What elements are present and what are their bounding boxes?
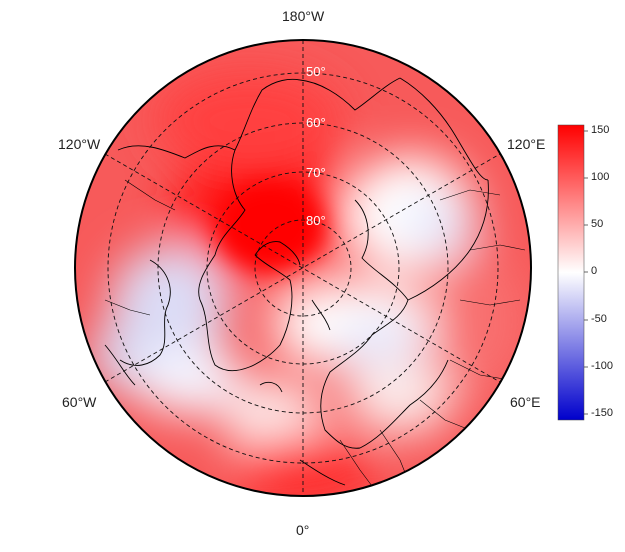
longitude-label-upper-right: 120°E [507,136,546,152]
longitude-label-lower-right: 60°E [510,394,541,410]
longitude-label-upper-left: 120°W [58,136,101,152]
longitude-label-top: 180°W [282,8,325,24]
colorbar-tick-minus-150: -150 [591,407,614,419]
anomaly-field [75,40,531,496]
colorbar-gradient [558,125,584,420]
latitude-label-60: 60° [306,115,326,130]
latitude-label-80: 80° [306,213,326,228]
meridian-120w-60e [104,153,501,383]
colorbar [557,124,588,421]
latitude-circle-80 [254,219,352,317]
latitude-label-50: 50° [306,64,326,79]
colorbar-frame [557,124,585,421]
latitude-label-70: 70° [306,165,326,180]
meridian-60w-120e [104,153,501,383]
colorbar-tick-50: 50 [591,218,604,230]
longitude-label-bottom: 0° [296,522,310,538]
latitude-labels: 50° 60° 70° 80° [306,64,326,228]
colorbar-tick-0: 0 [591,265,598,277]
coastlines [104,77,489,486]
graticule [104,40,501,496]
colorbar-tick-150: 150 [591,124,610,136]
latitude-circle-50 [107,72,499,464]
colorbar-tick-minus-50: -50 [591,313,607,325]
colorbar-tick-minus-100: -100 [591,360,614,372]
colorbar-tick-100: 100 [591,171,610,183]
map-boundary [74,39,532,497]
longitude-label-lower-left: 60°W [62,394,97,410]
